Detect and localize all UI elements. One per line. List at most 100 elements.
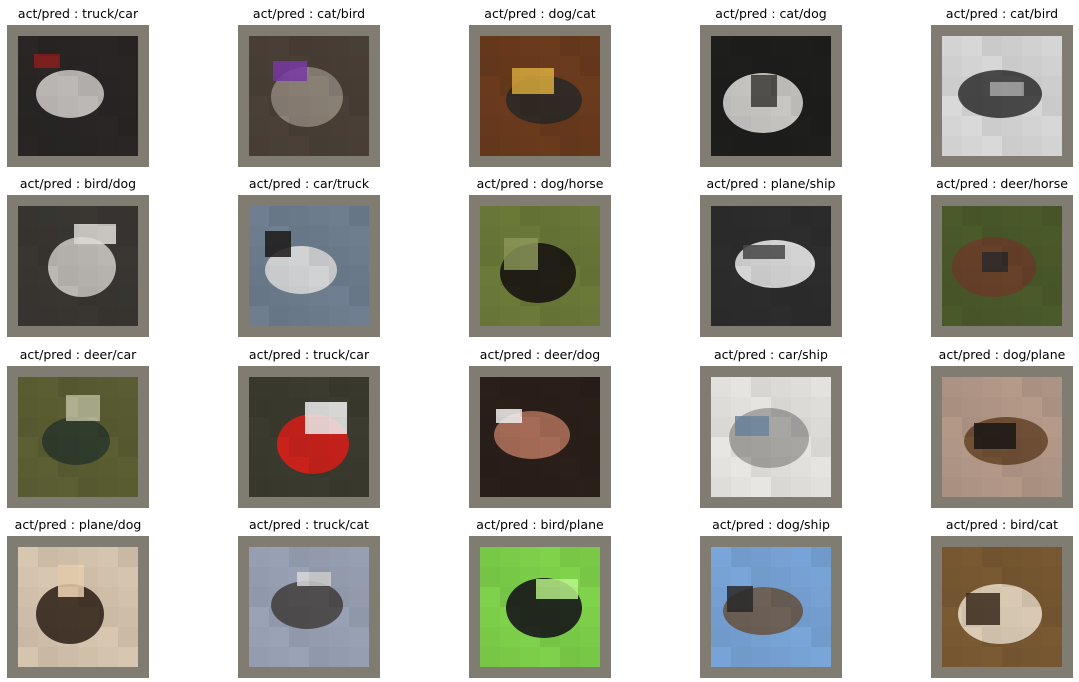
thumbnail-noise-pixel <box>982 76 1002 96</box>
thumbnail-noise-pixel <box>751 647 771 667</box>
thumbnail-noise-pixel <box>18 377 38 397</box>
thumbnail-noise-pixel <box>329 437 349 457</box>
thumbnail-noise-pixel <box>540 286 560 306</box>
thumbnail-noise-pixel <box>942 587 962 607</box>
thumbnail-noise-pixel <box>942 36 962 56</box>
thumbnail-noise-pixel <box>711 627 731 647</box>
thumbnail-noise-pixel <box>942 457 962 477</box>
thumbnail-noise-pixel <box>289 457 309 477</box>
thumbnail-noise-pixel <box>269 246 289 266</box>
thumbnail-noise-pixel <box>1022 377 1042 397</box>
thumbnail-noise-pixel <box>289 56 309 76</box>
thumbnail-noise-pixel <box>580 306 600 326</box>
thumbnail-svg <box>711 377 831 497</box>
thumbnail-noise-pixel <box>329 647 349 667</box>
thumbnail-noise-pixel <box>811 417 831 437</box>
thumbnail-noise-pixel <box>500 377 520 397</box>
thumbnail-noise-pixel <box>78 627 98 647</box>
thumbnail-noise-pixel <box>520 286 540 306</box>
thumbnail-noise-pixel <box>731 286 751 306</box>
thumbnail-noise-pixel <box>269 417 289 437</box>
thumbnail-noise-pixel <box>289 477 309 497</box>
thumbnail-image <box>711 547 831 667</box>
thumbnail-noise-pixel <box>249 377 269 397</box>
thumbnail-noise-pixel <box>98 76 118 96</box>
thumbnail-noise-pixel <box>771 36 791 56</box>
thumbnail-noise-pixel <box>731 136 751 156</box>
thumbnail-noise-pixel <box>349 397 369 417</box>
thumbnail-noise-pixel <box>309 647 329 667</box>
thumbnail-noise-pixel <box>580 547 600 567</box>
thumbnail-svg <box>249 36 369 156</box>
thumbnail-noise-pixel <box>580 286 600 306</box>
thumbnail-noise-pixel <box>78 286 98 306</box>
thumbnail-noise-pixel <box>18 206 38 226</box>
thumbnail-noise-pixel <box>58 437 78 457</box>
thumbnail-noise-pixel <box>349 226 369 246</box>
thumbnail-noise-pixel <box>962 266 982 286</box>
thumbnail-noise-pixel <box>580 56 600 76</box>
thumbnail-noise-pixel <box>1022 136 1042 156</box>
thumbnail-noise-pixel <box>982 206 1002 226</box>
thumbnail-noise-pixel <box>771 136 791 156</box>
panel-title: act/pred : bird/plane <box>476 517 604 532</box>
thumbnail-noise-pixel <box>942 437 962 457</box>
thumbnail-accent <box>34 54 60 68</box>
thumbnail-noise-pixel <box>520 36 540 56</box>
thumbnail-noise-pixel <box>249 417 269 437</box>
thumbnail-noise-pixel <box>520 627 540 647</box>
thumbnail-noise-pixel <box>982 96 1002 116</box>
thumbnail-noise-pixel <box>249 477 269 497</box>
thumbnail-noise-pixel <box>249 587 269 607</box>
thumbnail-noise-pixel <box>38 286 58 306</box>
thumbnail-image <box>480 377 600 497</box>
thumbnail-noise-pixel <box>18 607 38 627</box>
thumbnail-noise-pixel <box>249 457 269 477</box>
thumbnail-noise-pixel <box>78 226 98 246</box>
thumbnail-noise-pixel <box>711 136 731 156</box>
thumbnail-noise-pixel <box>731 76 751 96</box>
thumbnail-noise-pixel <box>962 397 982 417</box>
thumbnail-noise-pixel <box>1002 607 1022 627</box>
thumbnail-noise-pixel <box>249 627 269 647</box>
thumbnail-noise-pixel <box>751 547 771 567</box>
thumbnail-noise-pixel <box>500 56 520 76</box>
thumbnail-noise-pixel <box>751 96 771 116</box>
thumbnail-noise-pixel <box>580 417 600 437</box>
thumbnail-noise-pixel <box>942 397 962 417</box>
thumbnail-noise-pixel <box>731 266 751 286</box>
thumbnail-noise-pixel <box>1002 136 1022 156</box>
thumbnail-noise-pixel <box>118 266 138 286</box>
thumbnail-noise-pixel <box>540 377 560 397</box>
thumbnail-noise-pixel <box>349 477 369 497</box>
thumbnail-noise-pixel <box>98 36 118 56</box>
thumbnail-noise-pixel <box>480 397 500 417</box>
thumbnail-noise-pixel <box>962 647 982 667</box>
thumbnail-noise-pixel <box>269 266 289 286</box>
thumbnail-noise-pixel <box>500 246 520 266</box>
thumbnail-noise-pixel <box>38 627 58 647</box>
thumbnail-noise-pixel <box>982 226 1002 246</box>
thumbnail-noise-pixel <box>1002 286 1022 306</box>
thumbnail-noise-pixel <box>98 397 118 417</box>
thumbnail-noise-pixel <box>1042 76 1062 96</box>
thumbnail-noise-pixel <box>962 76 982 96</box>
thumbnail-noise-pixel <box>982 377 1002 397</box>
thumbnail-subject <box>271 67 343 127</box>
thumbnail-noise-pixel <box>711 647 731 667</box>
thumbnail-noise-pixel <box>269 377 289 397</box>
thumbnail-noise-pixel <box>309 116 329 136</box>
thumbnail-noise-pixel <box>269 647 289 667</box>
thumbnail-noise-pixel <box>560 226 580 246</box>
thumbnail-noise-pixel <box>771 266 791 286</box>
thumbnail-accent <box>496 409 522 423</box>
thumbnail-svg <box>942 206 1062 326</box>
thumbnail-noise-pixel <box>560 206 580 226</box>
thumbnail-noise-pixel <box>942 226 962 246</box>
thumbnail-noise-pixel <box>309 547 329 567</box>
thumbnail-noise-pixel <box>38 76 58 96</box>
thumbnail-noise-pixel <box>1022 607 1042 627</box>
thumbnail-noise-pixel <box>791 56 811 76</box>
thumbnail-noise-pixel <box>1002 206 1022 226</box>
thumbnail-noise-pixel <box>731 246 751 266</box>
